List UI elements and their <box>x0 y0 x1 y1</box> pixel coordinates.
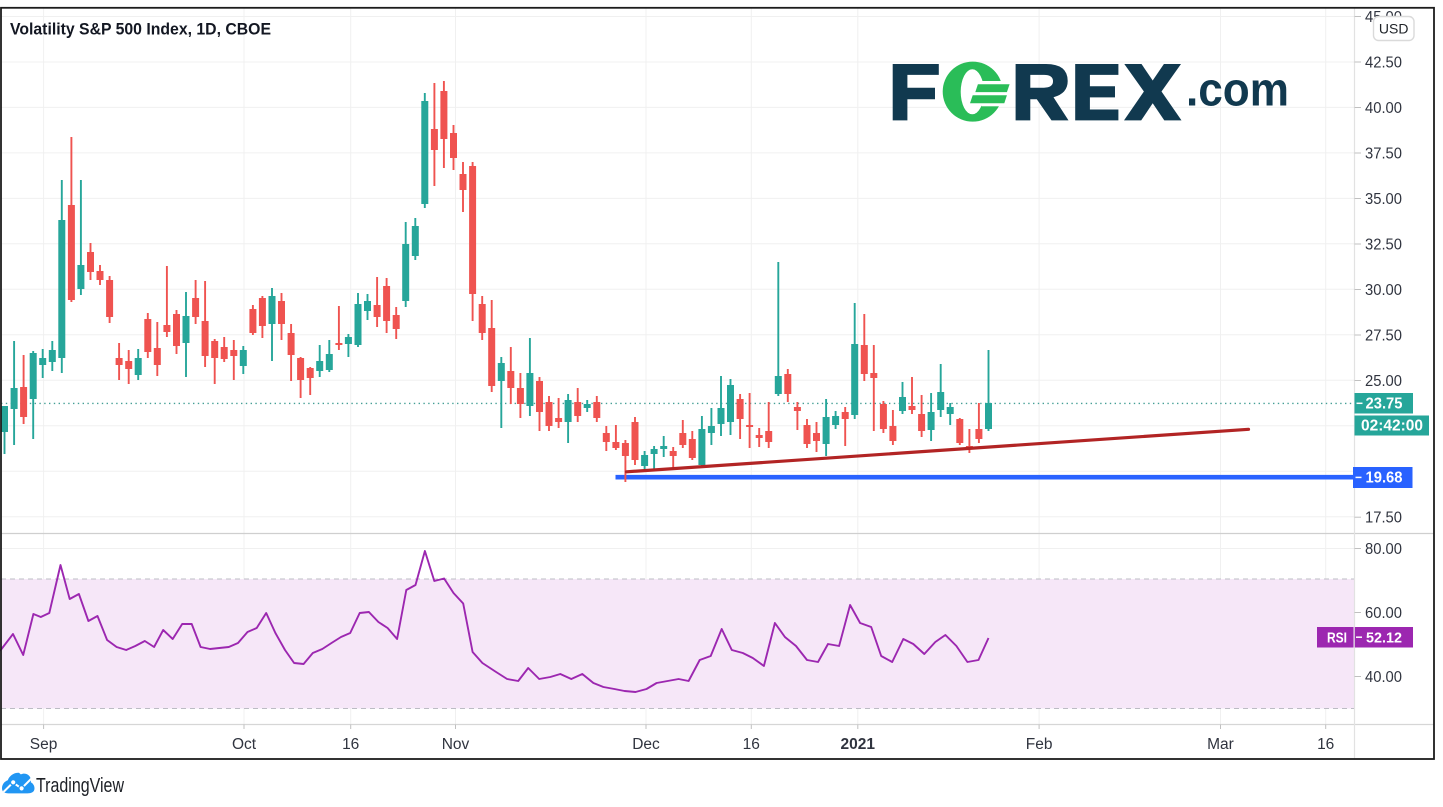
svg-text:32.50: 32.50 <box>1365 237 1402 254</box>
svg-text:02:42:00: 02:42:00 <box>1361 418 1423 435</box>
svg-text:60.00: 60.00 <box>1365 605 1402 622</box>
svg-text:Feb: Feb <box>1026 736 1053 753</box>
svg-text:52.12: 52.12 <box>1366 630 1402 647</box>
svg-text:Volatility S&P 500 Index, 1D,: Volatility S&P 500 Index, 1D, CBOE <box>10 20 271 39</box>
svg-text:42.50: 42.50 <box>1365 55 1402 72</box>
svg-text:40.00: 40.00 <box>1365 669 1402 686</box>
svg-text:Sep: Sep <box>30 736 58 753</box>
svg-text:23.75: 23.75 <box>1366 395 1403 412</box>
svg-text:27.50: 27.50 <box>1365 328 1402 345</box>
svg-text:RSI: RSI <box>1327 631 1347 647</box>
svg-text:30.00: 30.00 <box>1365 282 1402 299</box>
svg-text:40.00: 40.00 <box>1365 100 1402 117</box>
svg-text:Mar: Mar <box>1207 736 1234 753</box>
svg-text:17.50: 17.50 <box>1365 510 1402 527</box>
svg-text:2021: 2021 <box>841 736 876 753</box>
svg-text:Dec: Dec <box>632 736 660 753</box>
svg-text:.com: .com <box>1186 63 1289 116</box>
svg-text:USD: USD <box>1379 21 1409 37</box>
svg-text:TradingView: TradingView <box>36 775 124 797</box>
svg-text:35.00: 35.00 <box>1365 191 1402 208</box>
svg-text:80.00: 80.00 <box>1365 541 1402 558</box>
svg-text:25.00: 25.00 <box>1365 373 1402 390</box>
svg-text:16: 16 <box>1317 736 1334 753</box>
svg-text:Oct: Oct <box>232 736 257 753</box>
svg-text:16: 16 <box>743 736 760 753</box>
svg-text:Nov: Nov <box>442 736 470 753</box>
svg-text:16: 16 <box>342 736 359 753</box>
svg-text:19.68: 19.68 <box>1366 470 1403 487</box>
svg-text:37.50: 37.50 <box>1365 146 1402 163</box>
